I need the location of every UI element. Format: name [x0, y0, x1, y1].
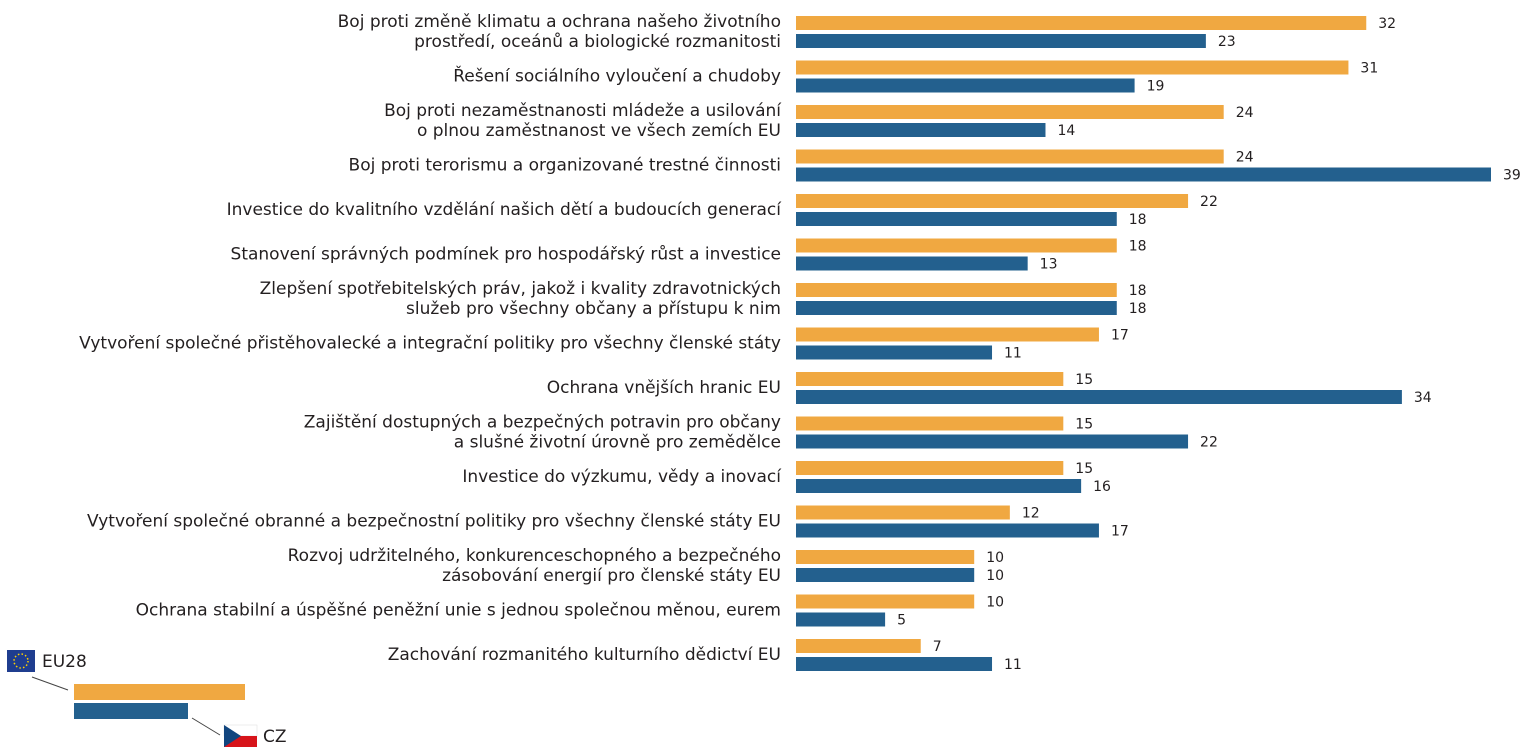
bar — [796, 167, 1491, 182]
category-label: zásobování energií pro členské státy EU — [442, 566, 781, 586]
bar — [796, 639, 921, 653]
legend-swatch — [74, 703, 188, 719]
bar — [796, 657, 993, 671]
bar — [796, 34, 1206, 48]
value-label: 24 — [1236, 150, 1254, 166]
value-label: 15 — [1075, 372, 1093, 388]
bar — [796, 523, 1099, 538]
value-label: 24 — [1236, 105, 1254, 121]
category-label: Rozvoj udržitelného, konkurenceschopného… — [288, 546, 781, 566]
bar — [796, 612, 886, 627]
category-label: Boj proti nezaměstnanosti mládeže a usil… — [384, 101, 782, 121]
bar — [796, 550, 975, 564]
category-label: Zajištění dostupných a bezpečných potrav… — [304, 413, 781, 433]
value-label: 14 — [1057, 123, 1075, 139]
bar — [796, 434, 1189, 449]
category-label: Řešení sociálního vyloučení a chudoby — [453, 65, 781, 87]
bar — [796, 568, 975, 582]
value-label: 11 — [1004, 346, 1022, 362]
category-label: Stanovení správných podmínek pro hospodá… — [231, 245, 781, 265]
value-label: 18 — [1129, 283, 1147, 299]
bar — [796, 105, 1224, 119]
value-label: 39 — [1503, 168, 1521, 184]
bar — [796, 78, 1135, 93]
legend-connector — [191, 717, 221, 736]
category-label: o plnou zaměstnanost ve všech zemích EU — [417, 121, 781, 141]
value-label: 17 — [1111, 524, 1129, 540]
value-label: 32 — [1378, 16, 1396, 32]
value-label: 34 — [1414, 390, 1432, 406]
category-label: Investice do výzkumu, vědy a inovací — [462, 467, 782, 487]
bar — [796, 301, 1117, 315]
value-label: 17 — [1111, 328, 1129, 344]
bar — [796, 327, 1099, 342]
category-label: prostředí, oceánů a biologické rozmanito… — [414, 32, 781, 52]
bar — [796, 461, 1064, 475]
category-label: Boj proti změně klimatu a ochrana našeho… — [338, 12, 781, 32]
value-label: 18 — [1129, 301, 1147, 317]
legend: EU28 CZ — [7, 650, 287, 747]
category-label: služeb pro všechny občany a přístupu k n… — [406, 299, 781, 319]
value-label: 19 — [1147, 79, 1165, 95]
bar — [796, 212, 1117, 226]
value-label: 23 — [1218, 34, 1236, 50]
bar — [796, 123, 1046, 137]
bar — [796, 594, 975, 609]
bar — [796, 372, 1064, 386]
value-label: 16 — [1093, 479, 1111, 495]
value-label: 5 — [897, 613, 906, 629]
bar — [796, 238, 1117, 253]
cz-flag-blue — [224, 725, 241, 747]
category-label: Ochrana vnějších hranic EU — [547, 378, 781, 398]
value-label: 31 — [1360, 61, 1378, 77]
bar — [796, 194, 1189, 208]
category-label: Ochrana stabilní a úspěšné peněžní unie … — [136, 601, 781, 621]
bar — [796, 479, 1082, 493]
bar — [796, 16, 1367, 30]
legend-label: CZ — [263, 727, 287, 747]
cz-flag-red — [224, 736, 257, 747]
value-label: 15 — [1075, 461, 1093, 477]
value-label: 18 — [1129, 239, 1147, 255]
value-label: 10 — [986, 595, 1004, 611]
value-label: 10 — [986, 550, 1004, 566]
category-label: Vytvoření společné obranné a bezpečnostn… — [87, 512, 781, 532]
category-label: Vytvoření společné přistěhovalecké a int… — [79, 334, 781, 354]
value-label: 11 — [1004, 657, 1022, 673]
category-label: Boj proti terorismu a organizované trest… — [349, 156, 781, 176]
eu-flag — [7, 650, 35, 672]
bar — [796, 345, 993, 360]
eu-stars — [13, 653, 29, 669]
bar — [796, 416, 1064, 431]
bar — [796, 256, 1028, 271]
category-label: Zachování rozmanitého kulturního dědictv… — [388, 645, 781, 665]
bar — [796, 283, 1117, 297]
bar — [796, 505, 1010, 520]
bar — [796, 149, 1224, 164]
bar — [796, 390, 1402, 404]
value-label: 7 — [933, 639, 942, 655]
category-label: a slušné životní úrovně pro zemědělce — [454, 433, 781, 453]
value-label: 22 — [1200, 435, 1218, 451]
legend-swatch — [74, 684, 245, 700]
value-label: 15 — [1075, 417, 1093, 433]
bar — [796, 60, 1349, 75]
legend-connector — [31, 676, 69, 691]
legend-label: EU28 — [42, 652, 87, 672]
value-label: 22 — [1200, 194, 1218, 210]
value-label: 13 — [1040, 257, 1058, 273]
category-label: Investice do kvalitního vzdělání našich … — [227, 200, 783, 220]
value-label: 10 — [986, 568, 1004, 584]
value-label: 18 — [1129, 212, 1147, 228]
value-label: 12 — [1022, 506, 1040, 522]
category-label: Zlepšení spotřebitelských práv, jakož i … — [260, 279, 781, 299]
